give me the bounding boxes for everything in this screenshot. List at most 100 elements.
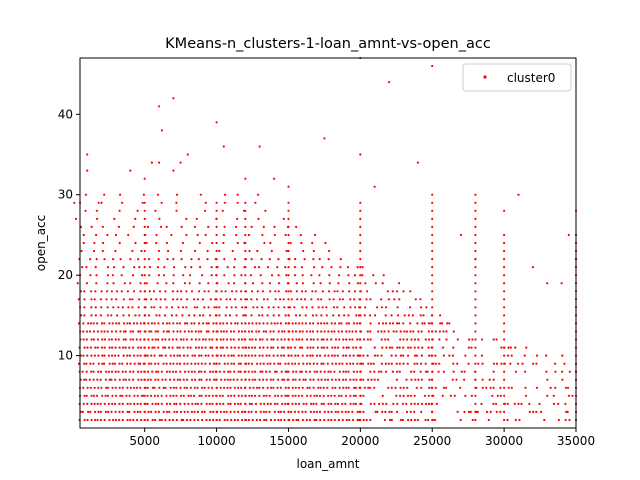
data-point (244, 402, 247, 405)
data-point (137, 330, 140, 333)
data-point (416, 161, 419, 164)
data-point (333, 322, 337, 325)
data-point (311, 314, 315, 317)
data-point (128, 314, 131, 317)
data-point (203, 290, 206, 293)
data-point (481, 378, 484, 381)
data-point (474, 410, 477, 413)
data-point (129, 338, 132, 341)
data-point (201, 418, 204, 422)
data-point (215, 314, 218, 317)
data-point (492, 362, 495, 365)
data-point (269, 402, 272, 405)
data-point (474, 241, 477, 245)
data-point (354, 330, 358, 333)
x-tick-label: 20000 (341, 434, 379, 448)
data-point (317, 298, 320, 301)
data-point (149, 378, 152, 381)
data-point (235, 233, 238, 237)
data-point (399, 386, 402, 389)
data-point (474, 354, 477, 357)
data-point (359, 346, 362, 349)
data-point (289, 241, 292, 245)
data-point (233, 370, 236, 373)
data-point (398, 346, 401, 349)
data-point (270, 338, 273, 341)
data-point (129, 258, 132, 261)
data-point (106, 282, 109, 285)
data-point (236, 193, 239, 196)
data-point (248, 249, 251, 253)
data-point (258, 378, 261, 381)
data-point (218, 402, 222, 405)
data-point (309, 394, 312, 397)
data-point (438, 362, 441, 365)
data-point (143, 378, 146, 381)
data-point (474, 201, 477, 204)
data-point (405, 378, 408, 381)
data-point (373, 346, 376, 349)
data-point (223, 201, 226, 204)
data-point (85, 330, 89, 333)
data-point (117, 225, 120, 228)
data-point (317, 306, 320, 309)
data-point (233, 282, 236, 285)
data-point (265, 394, 268, 397)
data-point (318, 274, 321, 277)
data-point (244, 330, 247, 333)
data-point (136, 322, 139, 325)
data-point (199, 266, 202, 269)
data-point (341, 362, 344, 365)
data-point (176, 362, 179, 365)
data-point (341, 410, 344, 413)
data-point (304, 322, 307, 325)
data-point (203, 410, 206, 413)
data-point (250, 394, 253, 397)
data-point (491, 394, 494, 397)
data-point (295, 225, 298, 228)
data-point (255, 418, 258, 422)
data-point (463, 378, 466, 381)
data-point (207, 322, 210, 325)
data-point (499, 410, 502, 413)
data-point (378, 402, 381, 405)
data-point (113, 362, 117, 365)
data-point (390, 386, 393, 389)
data-point (244, 233, 247, 237)
data-point (449, 394, 452, 397)
data-point (355, 314, 358, 317)
data-point (331, 346, 334, 349)
data-point (492, 338, 495, 341)
data-point (257, 217, 260, 220)
data-point (250, 362, 254, 365)
data-point (535, 362, 538, 365)
data-point (215, 217, 218, 220)
data-point (92, 394, 96, 397)
data-point (82, 233, 85, 237)
data-point (124, 346, 127, 349)
data-point (172, 258, 175, 261)
data-point (232, 354, 235, 357)
data-point (143, 410, 146, 413)
data-point (132, 330, 135, 333)
data-point (237, 330, 240, 333)
data-point (180, 394, 183, 397)
data-point (211, 241, 214, 245)
data-point (143, 346, 146, 349)
data-point (369, 418, 372, 422)
data-point (340, 394, 343, 397)
data-point (235, 314, 238, 317)
data-point (266, 386, 269, 389)
data-point (244, 346, 247, 349)
data-point (128, 298, 131, 301)
data-point (168, 410, 171, 413)
data-point (262, 410, 265, 413)
data-point (539, 410, 543, 413)
data-point (273, 418, 276, 422)
data-point (201, 386, 204, 389)
data-point (146, 402, 149, 405)
data-point (280, 346, 283, 349)
data-point (197, 322, 201, 325)
data-point (95, 258, 98, 261)
data-point (175, 418, 178, 422)
